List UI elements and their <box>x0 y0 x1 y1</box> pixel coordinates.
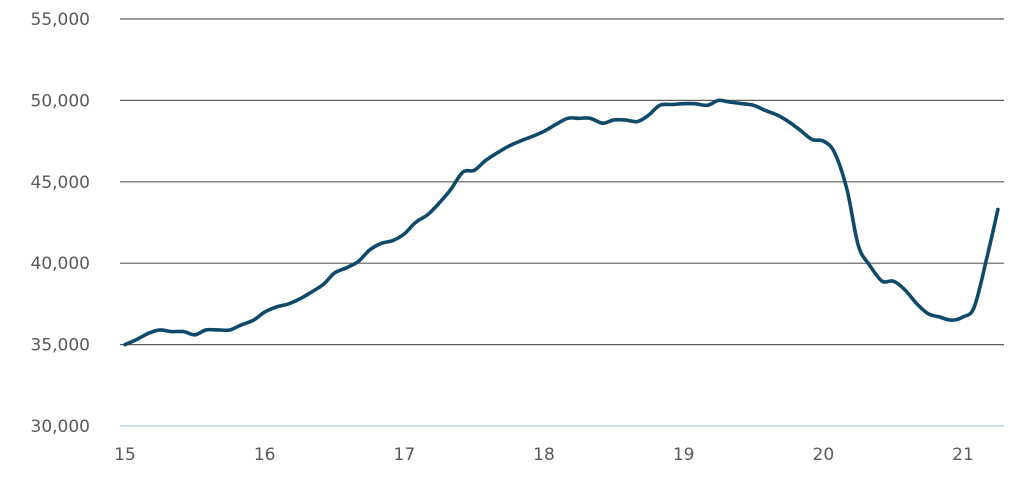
x-tick-label: 17 <box>394 445 416 465</box>
gridlines <box>120 18 1004 427</box>
y-tick-label: 30,000 <box>31 417 90 437</box>
y-tick-label: 40,000 <box>31 254 90 274</box>
y-tick-label: 35,000 <box>31 336 90 356</box>
y-tick-label: 55,000 <box>31 10 90 30</box>
x-tick-label: 20 <box>813 445 835 465</box>
x-tick-label: 19 <box>673 445 695 465</box>
y-tick-label: 45,000 <box>31 173 90 193</box>
series-group <box>123 98 1000 347</box>
x-tick-label: 16 <box>254 445 276 465</box>
x-tick-label: 21 <box>952 445 974 465</box>
series-line <box>123 98 1000 347</box>
x-tick-label: 15 <box>114 445 136 465</box>
x-axis-ticks: 15 16 17 18 19 20 21 <box>114 445 974 465</box>
y-tick-label: 50,000 <box>31 91 90 111</box>
x-tick-label: 18 <box>533 445 555 465</box>
y-axis-ticks: 30,000 35,000 40,000 45,000 50,000 55,000 <box>31 10 90 437</box>
